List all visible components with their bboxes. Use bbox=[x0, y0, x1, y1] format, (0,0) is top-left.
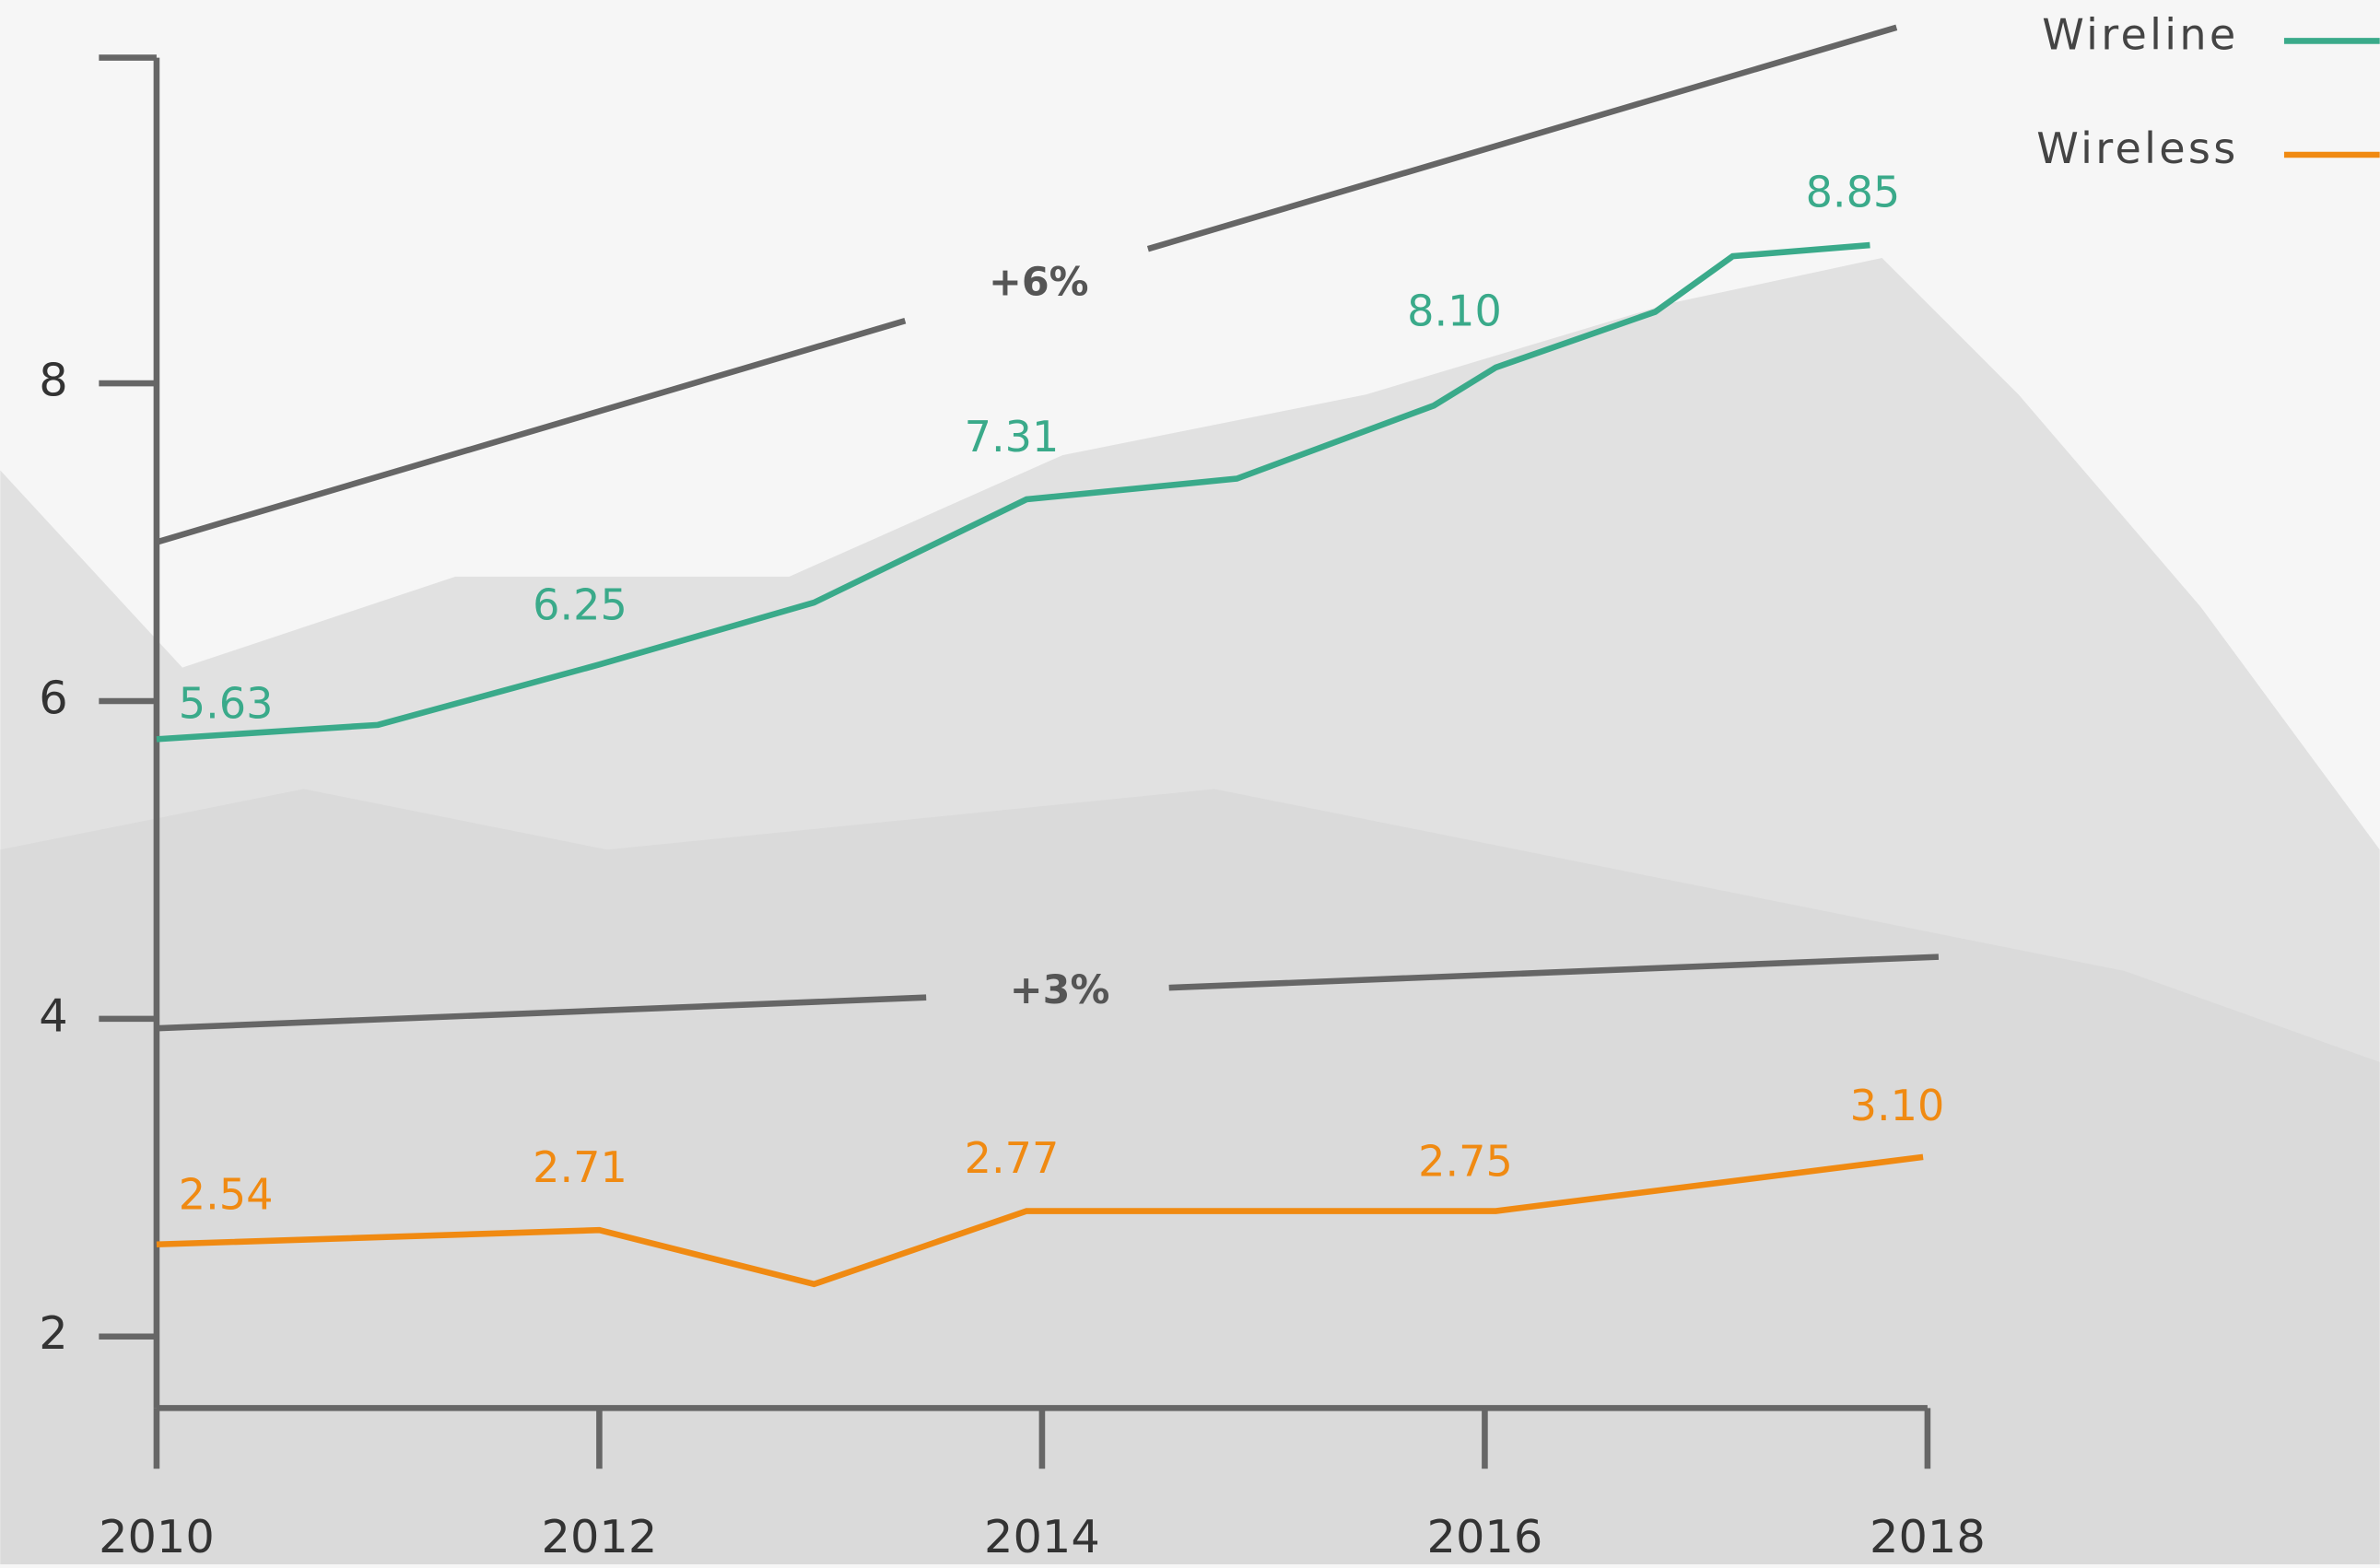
trend-line bbox=[155, 318, 907, 545]
y-tick-label: 4 bbox=[39, 989, 67, 1042]
x-tick-label: 2016 bbox=[1427, 1510, 1543, 1563]
series-line bbox=[156, 241, 1870, 743]
series-line bbox=[156, 1153, 1924, 1288]
trend-label: +3% bbox=[1010, 967, 1110, 1013]
legend-label: Wireless bbox=[2036, 123, 2238, 173]
data-label: 2.77 bbox=[965, 1133, 1060, 1183]
trend-line bbox=[1168, 954, 1940, 991]
x-tick-label: 2014 bbox=[984, 1510, 1100, 1563]
y-tick-label: 2 bbox=[39, 1306, 67, 1360]
legend: Wireline Wireless bbox=[2036, 10, 2380, 173]
data-label: 7.31 bbox=[965, 412, 1060, 462]
y-tick-label: 8 bbox=[39, 354, 67, 407]
x-tick-label: 2012 bbox=[542, 1510, 658, 1563]
data-label: 3.10 bbox=[1850, 1081, 1945, 1130]
data-label: 2.71 bbox=[533, 1142, 627, 1192]
trend-line bbox=[156, 994, 927, 1032]
legend-label: Wireline bbox=[2042, 10, 2238, 60]
data-label: 2.75 bbox=[1418, 1136, 1513, 1186]
data-label: 8.85 bbox=[1806, 167, 1901, 216]
x-tick-label: 2018 bbox=[1870, 1510, 1986, 1563]
y-tick-label: 6 bbox=[39, 671, 67, 724]
data-label: 8.10 bbox=[1407, 287, 1502, 336]
trend-label: +6% bbox=[989, 260, 1089, 306]
data-label: 5.63 bbox=[179, 679, 274, 729]
mountain-shadow bbox=[0, 789, 2380, 1564]
data-label: 6.25 bbox=[533, 580, 627, 630]
data-label: 2.54 bbox=[179, 1170, 274, 1220]
x-tick-label: 2010 bbox=[99, 1510, 215, 1563]
trend-line bbox=[1146, 24, 1898, 252]
